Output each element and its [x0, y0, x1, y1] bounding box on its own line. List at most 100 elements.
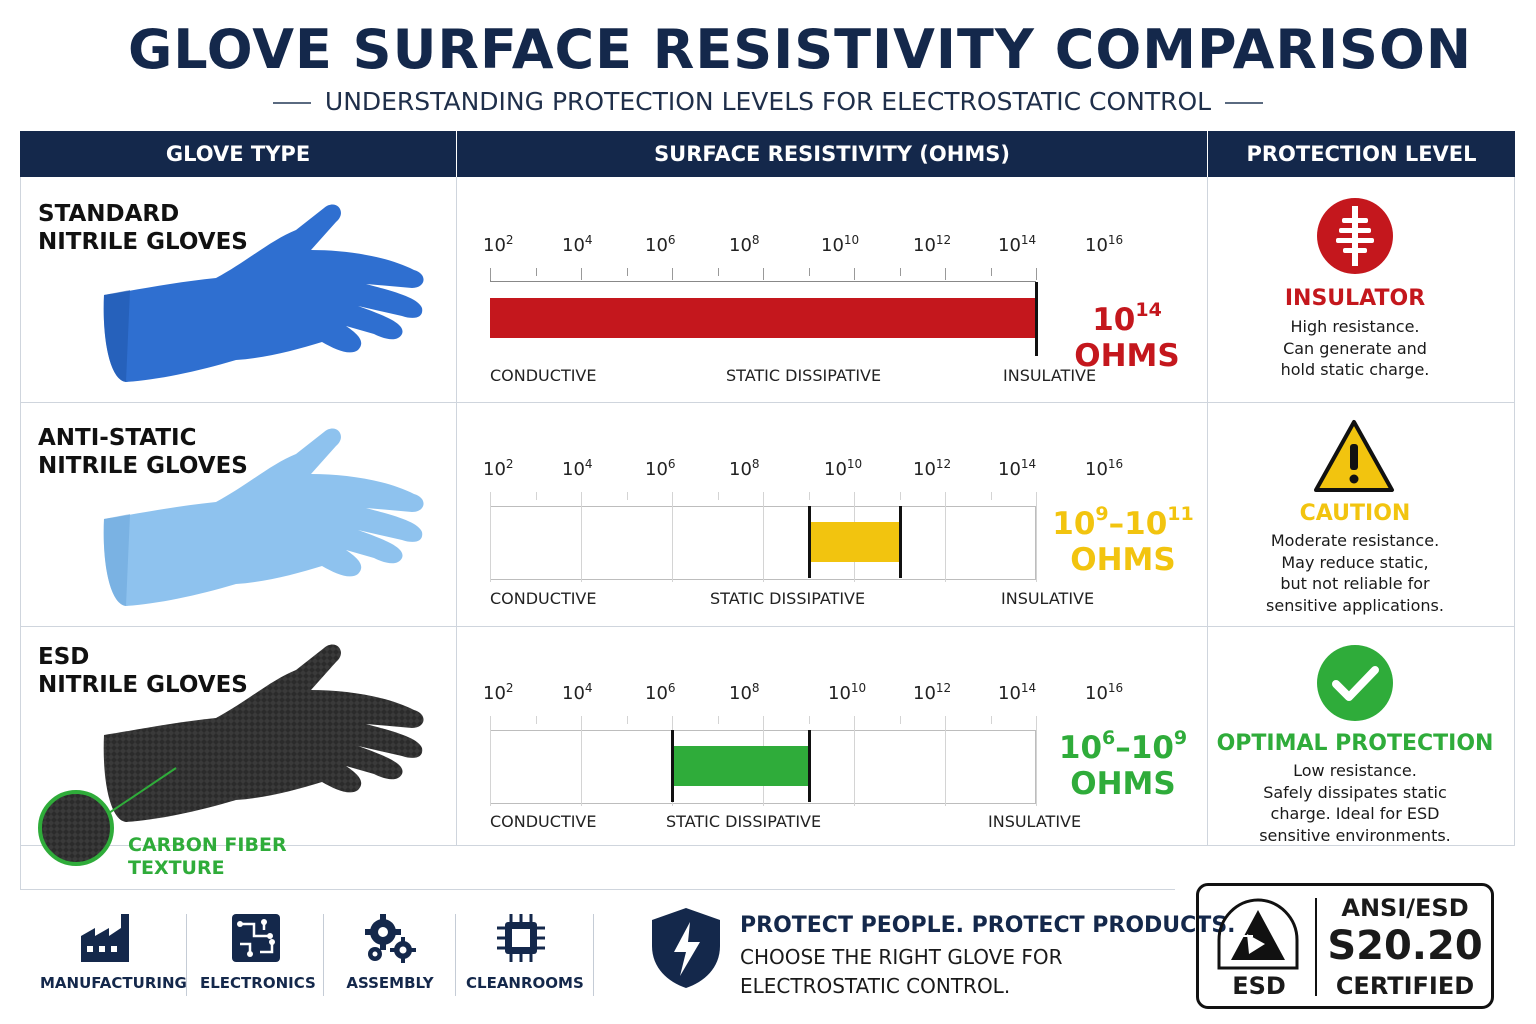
scale-tick-mark	[990, 716, 992, 724]
range-marker	[671, 730, 674, 802]
scale-tick-mark	[808, 492, 810, 500]
resistivity-bar-insulative	[490, 298, 1036, 338]
protection-title: INSULATOR	[1284, 286, 1426, 311]
range-marker	[898, 506, 902, 578]
scale-tick-mark	[854, 268, 855, 280]
subtitle-rule-left	[272, 102, 311, 104]
promo-headline: PROTECT PEOPLE. PROTECT PRODUCTS.	[740, 913, 1236, 938]
table-bottom-rule	[20, 845, 1515, 846]
scale-tick-label: 106	[645, 233, 676, 256]
scale-tick-mark	[535, 716, 537, 724]
scale-tick-mark	[808, 716, 810, 724]
protection-title: CAUTION	[1299, 501, 1411, 526]
resistivity-value: 106–109 OHMS	[1058, 727, 1188, 802]
divider	[455, 914, 456, 996]
scale-tick-mark	[899, 268, 901, 276]
scale-tick-label: 106	[645, 457, 676, 480]
scale-tick-mark	[490, 716, 491, 806]
scale-tick-label: 102	[483, 457, 514, 480]
glove-name-line1: STANDARD	[38, 201, 180, 227]
column-divider	[1207, 177, 1208, 845]
promo-text: CHOOSE THE RIGHT GLOVE FOR ELECTROSTATIC…	[740, 945, 1063, 998]
scale-tick-label: 1016	[1085, 457, 1124, 480]
industry-label: ELECTRONICS	[200, 974, 316, 992]
resistivity-value: 1014 OHMS	[1074, 299, 1180, 374]
scale-tick-label: 1014	[998, 233, 1037, 256]
cert-status: CERTIFIED	[1335, 972, 1475, 1000]
range-marker	[1035, 282, 1038, 356]
scale-tick-mark	[490, 268, 491, 280]
glove-name-line1: ESD	[38, 644, 90, 670]
column-header-protection: PROTECTION LEVEL	[1208, 131, 1515, 177]
scale-tick-mark	[899, 492, 901, 500]
zone-label-insulative: INSULATIVE	[1003, 366, 1097, 385]
scale-tick-label: 1010	[828, 681, 867, 704]
scale-tick-label: 1016	[1085, 681, 1124, 704]
glove-name-line2: NITRILE GLOVES	[38, 453, 248, 479]
scale-tick-mark	[763, 492, 764, 582]
scale-tick-label: 102	[483, 233, 514, 256]
protection-description: Low resistance. Safely dissipates static…	[1259, 761, 1451, 845]
scale-tick-mark	[945, 716, 946, 806]
scale-tick-mark	[717, 268, 719, 276]
divider	[593, 914, 594, 996]
zone-label-static-dissipative: STATIC DISSIPATIVE	[666, 812, 822, 831]
zone-label-conductive: CONDUCTIVE	[490, 366, 597, 385]
column-header-glove-type: GLOVE TYPE	[20, 131, 456, 177]
industry-label: MANUFACTURING	[40, 974, 187, 992]
scale-tick-mark	[717, 716, 719, 724]
column-divider	[456, 177, 457, 845]
insulator-icon	[1317, 198, 1393, 274]
factory-icon	[81, 914, 129, 962]
scale-tick-mark	[854, 716, 855, 806]
table-row	[20, 177, 1515, 403]
zone-label-conductive: CONDUCTIVE	[490, 589, 597, 608]
scale-tick-mark	[1036, 716, 1037, 806]
scale-tick-mark	[535, 492, 537, 500]
column-header-resistivity: SURFACE RESISTIVITY (OHMS)	[457, 131, 1207, 177]
resistivity-value: 109–1011 OHMS	[1052, 503, 1194, 578]
scale-tick-label: 104	[562, 681, 593, 704]
warning-icon	[1314, 420, 1394, 492]
scale-tick-label: 102	[483, 681, 514, 704]
scale-tick-mark	[990, 492, 992, 500]
glove-name-line2: NITRILE GLOVES	[38, 229, 248, 255]
scale-tick-mark	[581, 716, 582, 806]
glove-name-line1: ANTI-STATIC	[38, 425, 197, 451]
glove-type-esd: ESD NITRILE GLOVES	[38, 643, 248, 699]
scale-tick-label: 1012	[913, 233, 952, 256]
range-marker	[807, 506, 811, 578]
carbon-fiber-callout: CARBON FIBER TEXTURE	[128, 834, 287, 879]
scale-tick-mark	[717, 492, 719, 500]
table-row	[20, 403, 1515, 627]
glove-type-standard: STANDARD NITRILE GLOVES	[38, 200, 248, 256]
footer-top-rule	[20, 889, 1175, 890]
range-marker	[807, 730, 811, 802]
scale-tick-label: 1010	[824, 457, 863, 480]
scale-tick-mark	[672, 492, 673, 582]
divider	[323, 914, 324, 996]
checkmark-icon	[1317, 645, 1393, 721]
scale-tick-mark	[672, 268, 673, 280]
scale-tick-mark	[990, 268, 992, 276]
industry-assembly: ASSEMBLY	[338, 912, 442, 992]
industry-cleanrooms: CLEANROOMS	[466, 912, 584, 992]
circuit-board-icon	[232, 914, 280, 962]
subtitle-rule-right	[1225, 102, 1264, 104]
scale-tick-mark	[626, 268, 628, 276]
protection-title: OPTIMAL PROTECTION	[1216, 731, 1494, 756]
scale-tick-mark	[1036, 268, 1037, 280]
scale-tick-mark	[626, 492, 628, 500]
gears-icon	[365, 914, 416, 963]
scale-tick-mark	[808, 268, 810, 276]
scale-tick-label: 104	[562, 457, 593, 480]
scale-tick-mark	[945, 492, 946, 582]
light-blue-glove-icon	[103, 428, 424, 606]
subtitle-text: UNDERSTANDING PROTECTION LEVELS FOR ELEC…	[324, 87, 1212, 116]
table-border-right	[1514, 177, 1515, 845]
cert-code: S20.20	[1327, 923, 1483, 969]
protection-description: High resistance. Can generate and hold s…	[1280, 317, 1430, 379]
badge-divider	[1315, 898, 1317, 996]
industry-label: ASSEMBLY	[346, 974, 434, 992]
scale-tick-label: 108	[729, 457, 760, 480]
